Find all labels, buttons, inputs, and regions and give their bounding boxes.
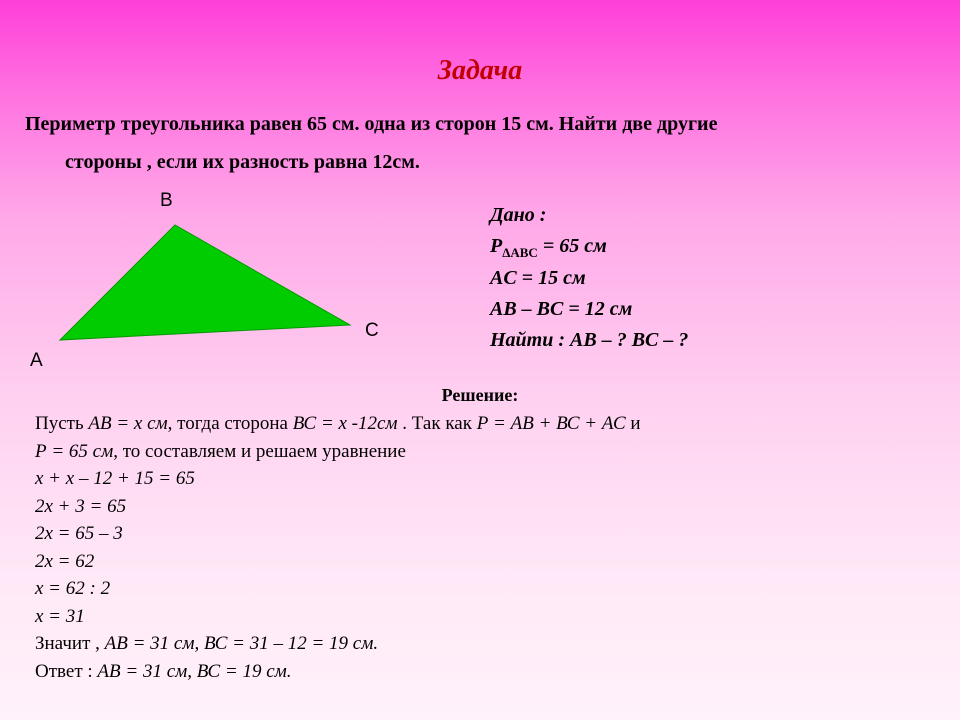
solution-line-2: Р = 65 см, то составляем и решаем уравне…: [35, 438, 935, 466]
given-line-3: AB – BC = 12 см: [490, 294, 688, 325]
sol-l1g: и: [630, 413, 640, 434]
sol-l9b: АВ = 31 см, ВС = 31 – 12 = 19 см.: [105, 633, 378, 654]
solution-line-5: 2х = 65 – 3: [35, 520, 935, 548]
problem-line-2: стороны , если их разность равна 12см.: [25, 143, 935, 181]
solution-line-1: Пусть АВ = х см, тогда сторона ВС = х -1…: [35, 410, 935, 438]
triangle-shape: [60, 225, 350, 340]
sol-l9a: Значит ,: [35, 633, 105, 654]
vertex-a-label: А: [30, 350, 43, 372]
given-l1-pre: P: [490, 235, 502, 257]
sol-l1f: Р = АВ + ВС + АС: [477, 413, 631, 434]
sol-l2a: Р = 65 см: [35, 441, 113, 462]
solution-heading: Решение:: [0, 385, 960, 406]
triangle-figure: А В С: [30, 190, 410, 400]
given-line-1: PΔABC = 65 см: [490, 231, 688, 263]
problem-title: Задача: [0, 55, 960, 87]
given-line-2: AC = 15 см: [490, 263, 688, 294]
sol-l1c: , тогда сторона: [168, 413, 293, 434]
triangle-svg: [30, 190, 410, 400]
sol-l1d: ВС = х -12см: [293, 413, 398, 434]
given-heading: Дано :: [490, 200, 688, 231]
solution-block: Пусть АВ = х см, тогда сторона ВС = х -1…: [35, 410, 935, 685]
sol-l10a: Ответ :: [35, 661, 97, 682]
sol-l1b: АВ = х см: [88, 413, 167, 434]
problem-statement: Периметр треугольника равен 65 см. одна …: [25, 105, 935, 181]
solution-line-8: х = 31: [35, 603, 935, 631]
given-line-4: Найти : AB – ? BC – ?: [490, 325, 688, 356]
sol-l2b: , то составляем и решаем уравнение: [113, 441, 406, 462]
solution-line-6: 2х = 62: [35, 548, 935, 576]
solution-line-3: х + х – 12 + 15 = 65: [35, 465, 935, 493]
solution-line-7: х = 62 : 2: [35, 575, 935, 603]
solution-line-4: 2х + 3 = 65: [35, 493, 935, 521]
problem-line-1: Периметр треугольника равен 65 см. одна …: [25, 105, 935, 143]
solution-line-9: Значит , АВ = 31 см, ВС = 31 – 12 = 19 с…: [35, 630, 935, 658]
sol-l10b: АВ = 31 см, ВС = 19 см.: [97, 661, 291, 682]
sol-l1a: Пусть: [35, 413, 88, 434]
solution-line-10: Ответ : АВ = 31 см, ВС = 19 см.: [35, 658, 935, 686]
given-block: Дано : PΔABC = 65 см AC = 15 см AB – BC …: [490, 200, 688, 356]
given-l1-sub: ΔABC: [502, 245, 538, 260]
vertex-b-label: В: [160, 190, 173, 212]
vertex-c-label: С: [365, 320, 379, 342]
sol-l1e: . Так как: [398, 413, 477, 434]
given-l1-post: = 65 см: [538, 235, 607, 257]
